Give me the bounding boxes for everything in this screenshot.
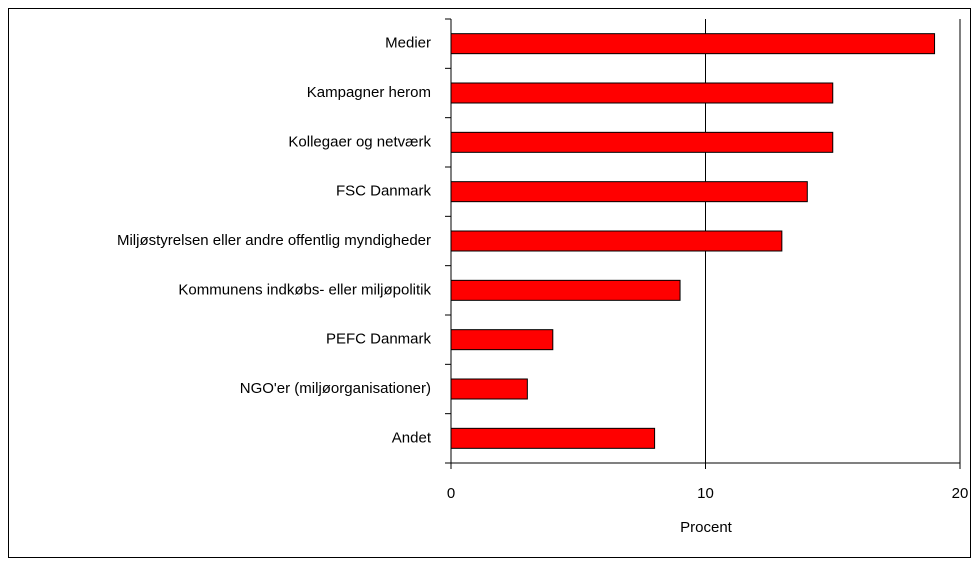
y-tick-label: Medier [385, 35, 431, 52]
y-tick-label: Kollegaer og netværk [288, 133, 431, 150]
x-tick-label: 20 [952, 485, 969, 502]
bar [450, 82, 834, 104]
y-tick-label: PEFC Danmark [326, 331, 432, 348]
y-tick-label: Andet [392, 429, 432, 446]
y-tick-label: NGO'er (miljøorganisationer) [240, 380, 431, 397]
bar [450, 279, 681, 301]
x-axis-label: Procent [680, 519, 733, 536]
bar [450, 329, 554, 351]
bar [450, 427, 656, 449]
y-tick-label: Kommunens indkøbs- eller miljøpolitik [178, 281, 431, 298]
bar [450, 131, 834, 153]
bar [450, 181, 808, 203]
x-tick-label: 0 [447, 485, 455, 502]
bar [450, 378, 528, 400]
y-tick-label: Miljøstyrelsen eller andre offentlig myn… [117, 232, 431, 249]
bar [450, 33, 936, 55]
x-tick-label: 10 [697, 485, 714, 502]
y-tick-label: FSC Danmark [336, 183, 432, 200]
bar [450, 230, 783, 252]
y-tick-label: Kampagner herom [307, 84, 431, 101]
